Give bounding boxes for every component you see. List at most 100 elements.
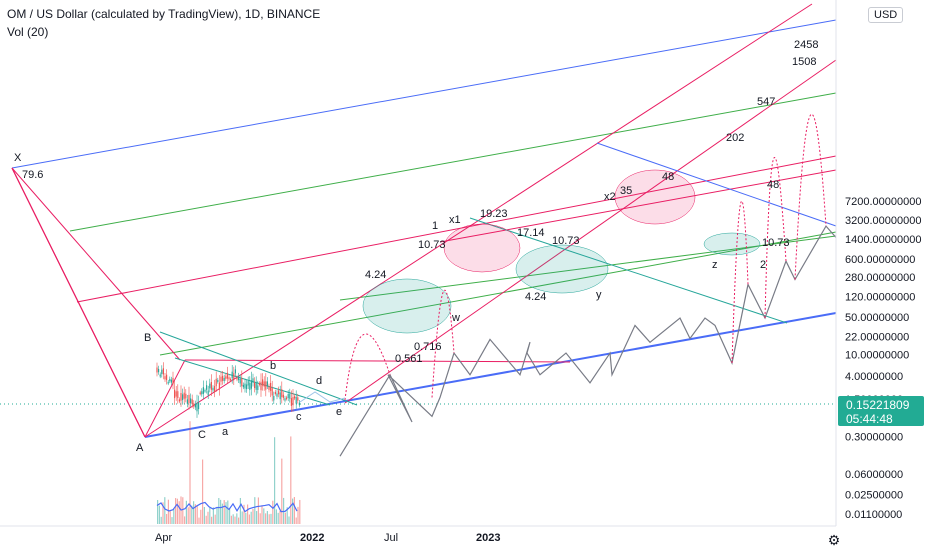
candle-body — [238, 376, 240, 381]
candle-body — [276, 393, 278, 397]
time-tick-label: Apr — [155, 532, 172, 544]
candle-body — [268, 386, 270, 390]
candle-body — [198, 402, 200, 410]
candle-body — [214, 386, 216, 393]
candle-body — [233, 373, 235, 380]
volume-bar — [193, 501, 195, 524]
projected-curve — [731, 200, 749, 364]
candle-body — [186, 399, 188, 404]
wave-label: 1 — [432, 220, 438, 232]
candle-body — [161, 369, 163, 375]
candle-body — [255, 383, 257, 390]
candle-body — [159, 374, 161, 377]
candle-body — [212, 387, 214, 391]
bar-countdown: 05:44:48 — [846, 412, 893, 426]
volume-ma-line — [156, 501, 298, 513]
wave-label: A — [136, 442, 144, 454]
volume-bar — [185, 500, 187, 524]
candle-body — [164, 376, 166, 380]
trend-line — [339, 235, 837, 301]
wave-label: 79.6 — [22, 169, 43, 181]
candle-body — [266, 381, 268, 386]
volume-bar — [164, 497, 166, 524]
wave-label: 2 — [760, 259, 766, 271]
volume-bar — [175, 498, 177, 524]
candle-body — [254, 382, 256, 389]
candle-body — [278, 390, 280, 395]
wave-label: 10.73 — [418, 239, 446, 251]
time-tick-label: 2022 — [300, 532, 324, 544]
trend-line — [159, 331, 358, 406]
trend-line — [184, 359, 571, 363]
trendlines — [0, 3, 837, 438]
wave-label: 48 — [662, 171, 674, 183]
candle-body — [191, 399, 193, 404]
candle-body — [156, 367, 158, 373]
candle-body — [177, 391, 179, 399]
volume-bar — [247, 504, 249, 524]
candle-body — [206, 385, 208, 390]
volume-bar — [232, 514, 234, 524]
volume-bar — [290, 436, 292, 524]
candle-body — [250, 380, 252, 389]
volume-bar — [248, 514, 250, 524]
volume-bar — [218, 498, 220, 524]
last-price: 0.15221809 — [846, 398, 910, 412]
wave-label: 547 — [757, 96, 775, 108]
candle-body — [196, 403, 198, 412]
projected-curve — [344, 333, 391, 401]
candle-body — [220, 376, 222, 382]
price-tick-label: 0.02500000 — [845, 490, 903, 502]
projected-curve — [431, 289, 455, 398]
symbol-title[interactable]: OM / US Dollar (calculated by TradingVie… — [7, 7, 321, 21]
wave-label: 2458 — [794, 39, 818, 51]
volume-bar — [221, 503, 223, 524]
candle-body — [260, 381, 262, 391]
candle-body — [217, 379, 219, 382]
volume-bar — [277, 512, 279, 524]
volume-bar — [166, 513, 168, 524]
volume-bar — [250, 511, 252, 524]
wave-label: x1 — [449, 214, 461, 226]
wave-label: 19.23 — [480, 208, 508, 220]
candle-body — [170, 379, 172, 383]
volume-bar — [162, 502, 164, 524]
candle-body — [298, 402, 300, 406]
volume-bar — [203, 506, 205, 524]
candle-body — [204, 390, 206, 392]
candle-body — [202, 387, 204, 394]
candle-body — [172, 377, 174, 385]
volume-bar — [263, 508, 265, 524]
currency-badge[interactable]: USD — [868, 7, 904, 23]
projected-curve — [764, 156, 787, 319]
wave-label: x2 — [604, 191, 616, 203]
candle-body — [230, 378, 232, 381]
time-tick-label: 2023 — [476, 532, 500, 544]
time-axis[interactable]: Apr 2022 Jul 2023 — [0, 525, 836, 544]
volume-bar — [196, 505, 198, 524]
wave-label: 0.561 — [395, 353, 423, 365]
wave-label: a — [222, 426, 229, 438]
volume-bar — [158, 505, 160, 524]
candle-body — [223, 377, 225, 382]
candle-body — [166, 374, 168, 381]
price-tick-label: 50.00000000 — [845, 312, 909, 324]
candle-body — [257, 385, 259, 391]
candle-body — [241, 378, 243, 387]
candle-body — [239, 378, 241, 384]
candle-body — [295, 396, 297, 404]
volume-bar — [200, 509, 202, 524]
candle-body — [244, 383, 246, 389]
volume-bar — [171, 517, 173, 524]
price-tick-label: 0.30000000 — [845, 432, 903, 444]
volume-bar — [288, 516, 290, 524]
wave-label: 4.24 — [365, 269, 386, 281]
candle-body — [289, 393, 291, 399]
gear-icon[interactable]: ⚙ — [827, 532, 841, 548]
volume-bar — [286, 507, 288, 524]
candle-body — [247, 381, 249, 386]
volume-indicator-label[interactable]: Vol (20) — [7, 25, 49, 39]
price-axis[interactable]: 7200.00000000 3200.00000000 1400.00000000 6… — [835, 0, 921, 526]
volume-bar — [268, 514, 270, 524]
